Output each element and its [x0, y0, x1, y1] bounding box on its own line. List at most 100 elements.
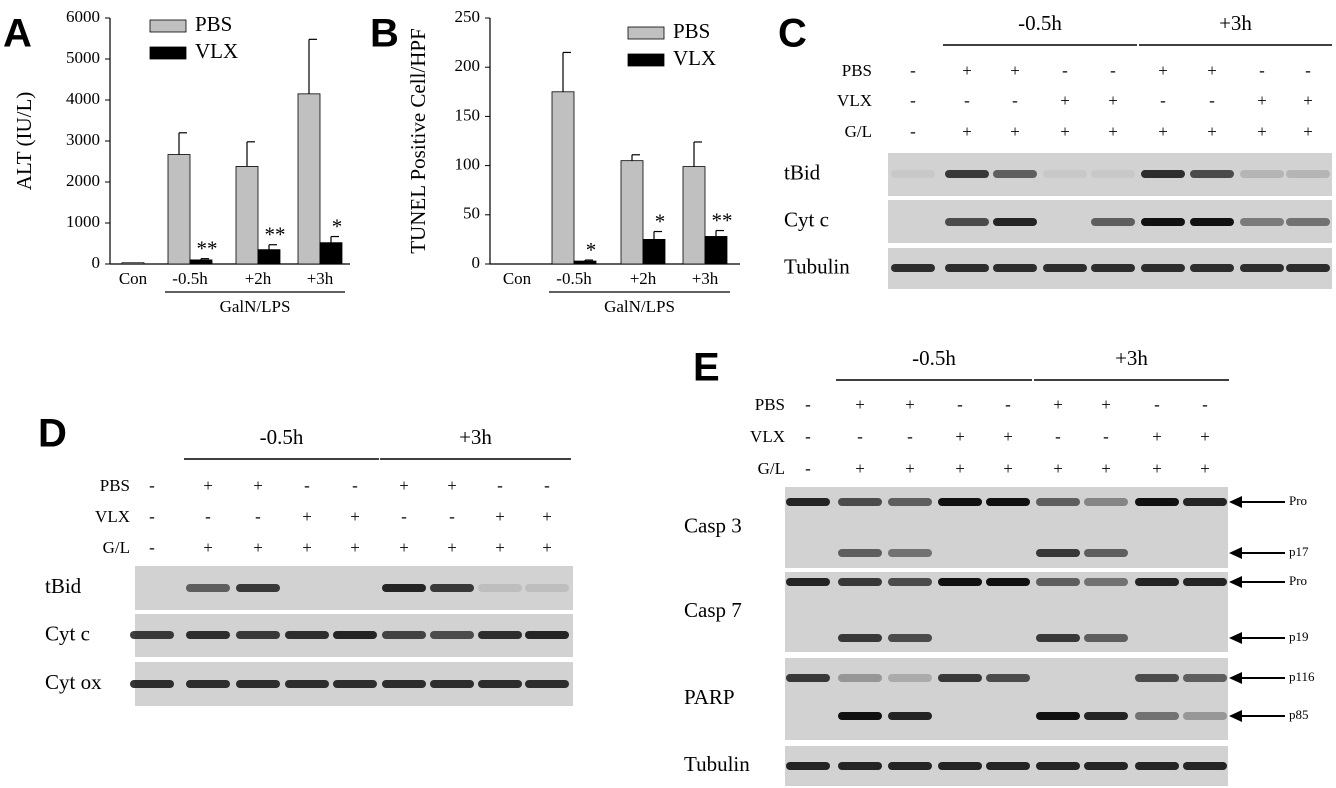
band [1043, 264, 1087, 272]
condition-sign: + [1303, 122, 1313, 141]
condition-sign: + [1158, 61, 1168, 80]
band [986, 762, 1030, 770]
y-tick-label: 1000 [66, 212, 100, 231]
condition-sign: + [302, 538, 312, 557]
band [838, 549, 882, 557]
band [1141, 170, 1185, 178]
bar [167, 154, 191, 265]
marker-label: p17 [1289, 544, 1309, 559]
condition-sign: - [1154, 395, 1160, 414]
significance: ** [197, 236, 218, 260]
band [838, 634, 882, 642]
condition-sign: + [1152, 427, 1162, 446]
band [1286, 264, 1330, 272]
condition-sign: + [1060, 91, 1070, 110]
condition-sign: - [255, 507, 261, 526]
group-label: +3h [1219, 11, 1252, 35]
condition-sign: + [495, 538, 505, 557]
bar [189, 259, 213, 265]
condition-sign: - [1209, 91, 1215, 110]
condition-sign: + [1053, 459, 1063, 478]
condition-sign: - [907, 427, 913, 446]
band [333, 631, 377, 639]
band [1036, 578, 1080, 586]
band [236, 584, 280, 592]
condition-label: G/L [845, 122, 872, 141]
y-tick-label: 0 [472, 253, 481, 272]
condition-sign: + [447, 476, 457, 495]
condition-sign: + [855, 395, 865, 414]
y-tick-label: 100 [455, 155, 481, 174]
condition-sign: + [955, 459, 965, 478]
condition-sign: + [1108, 91, 1118, 110]
band [838, 674, 882, 682]
condition-sign: + [253, 476, 263, 495]
row-label: Tubulin [684, 752, 750, 776]
condition-sign: + [1152, 459, 1162, 478]
condition-sign: - [1160, 91, 1166, 110]
band [1135, 712, 1179, 720]
condition-sign: + [1060, 122, 1070, 141]
y-tick-label: 0 [92, 253, 101, 272]
band [1084, 712, 1128, 720]
condition-sign: - [352, 476, 358, 495]
band [786, 578, 830, 586]
significance: * [586, 238, 597, 262]
condition-sign: + [1207, 61, 1217, 80]
band [186, 584, 230, 592]
legend-label: VLX [195, 39, 238, 63]
panel-letter: E [693, 346, 720, 390]
band [382, 584, 426, 592]
legend-swatch [627, 53, 665, 67]
band [888, 549, 932, 557]
x-tick-label: Con [503, 269, 532, 288]
band [186, 680, 230, 688]
condition-sign: - [304, 476, 310, 495]
row-label: Cyt c [45, 621, 90, 645]
band [1091, 170, 1135, 178]
x-tick-label: -0.5h [172, 269, 208, 288]
condition-sign: + [962, 122, 972, 141]
bar [297, 93, 321, 265]
condition-sign: - [149, 507, 155, 526]
condition-sign: + [1010, 122, 1020, 141]
band [786, 762, 830, 770]
group-label: +3h [1115, 346, 1148, 370]
band [1190, 170, 1234, 178]
y-tick-label: 5000 [66, 48, 100, 67]
condition-label: G/L [758, 459, 785, 478]
marker-arrowhead [1229, 632, 1242, 644]
band [888, 712, 932, 720]
band [993, 170, 1037, 178]
condition-sign: - [910, 91, 916, 110]
condition-sign: - [149, 538, 155, 557]
band [945, 218, 989, 226]
band [888, 762, 932, 770]
x-tick-label: +3h [307, 269, 334, 288]
band [1190, 264, 1234, 272]
condition-label: VLX [750, 427, 785, 446]
y-tick-label: 150 [455, 105, 481, 124]
band [1183, 674, 1227, 682]
marker-arrowhead [1229, 547, 1242, 559]
band [1240, 264, 1284, 272]
band [1190, 218, 1234, 226]
condition-sign: + [1003, 427, 1013, 446]
condition-sign: - [1005, 395, 1011, 414]
row-label: tBid [45, 574, 82, 598]
x-tick-label: +3h [692, 269, 719, 288]
condition-sign: + [1200, 427, 1210, 446]
band [1135, 578, 1179, 586]
y-tick-label: 4000 [66, 89, 100, 108]
band [1084, 578, 1128, 586]
condition-label: PBS [100, 476, 130, 495]
band [1183, 578, 1227, 586]
band [1036, 712, 1080, 720]
band [236, 680, 280, 688]
band [1084, 498, 1128, 506]
marker-label: p19 [1289, 629, 1309, 644]
band [993, 264, 1037, 272]
x-tick-label: Con [119, 269, 148, 288]
band [382, 680, 426, 688]
